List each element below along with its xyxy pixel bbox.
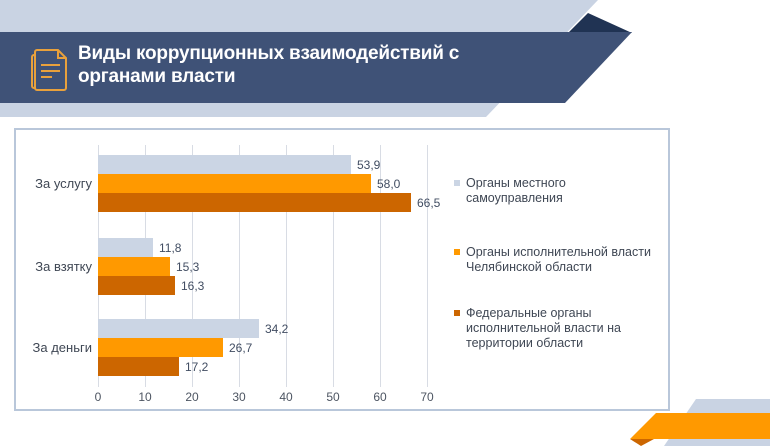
x-axis-tick-label: 40 xyxy=(279,390,293,404)
bar-series-2-cat-2 xyxy=(98,357,179,376)
header-banner xyxy=(0,32,632,103)
bar-series-2-cat-0 xyxy=(98,193,411,212)
x-axis-tick-label: 10 xyxy=(138,390,152,404)
footer-ribbon-graphic xyxy=(630,399,770,446)
data-label: 11,8 xyxy=(159,241,182,255)
bar-series-2-cat-1 xyxy=(98,276,175,295)
data-label: 34,2 xyxy=(265,322,289,336)
x-axis-tick-label: 60 xyxy=(373,390,387,404)
legend-item: Федеральные органы исполнительной власти… xyxy=(454,306,621,351)
header-ribbon-fold xyxy=(568,13,632,33)
legend-label: Федеральные органы исполнительной власти… xyxy=(466,306,621,350)
data-label: 53,9 xyxy=(357,158,381,172)
bar-series-1-cat-0 xyxy=(98,174,371,193)
legend-item: Органы исполнительной власти Челябинской… xyxy=(454,245,651,275)
category-label: За деньги xyxy=(32,339,92,355)
bar-series-1-cat-2 xyxy=(98,338,223,357)
data-label: 58,0 xyxy=(377,177,401,191)
gridline xyxy=(192,145,193,387)
x-axis-tick-label: 50 xyxy=(326,390,340,404)
legend-swatch-icon xyxy=(454,249,460,255)
document-icon xyxy=(31,49,67,91)
legend-label: Органы исполнительной власти Челябинской… xyxy=(466,245,651,274)
gridline xyxy=(286,145,287,387)
data-label: 15,3 xyxy=(176,260,200,274)
x-axis-tick-label: 0 xyxy=(94,390,102,404)
data-label: 16,3 xyxy=(181,279,205,293)
data-label: 66,5 xyxy=(417,196,441,210)
gridline xyxy=(333,145,334,387)
data-label: 26,7 xyxy=(229,341,253,355)
legend-label: Органы местного самоуправления xyxy=(466,176,566,205)
category-label: За взятку xyxy=(35,258,92,274)
legend-item: Органы местного самоуправления xyxy=(454,176,566,206)
gridline xyxy=(380,145,381,387)
bar-series-1-cat-1 xyxy=(98,257,170,276)
bar-series-0-cat-1 xyxy=(98,238,153,257)
data-label: 17,2 xyxy=(185,360,209,374)
x-axis-tick-label: 30 xyxy=(232,390,246,404)
bar-chart: 0 10 20 30 40 50 60 70 За услугу За взятку За день… xyxy=(14,128,670,411)
legend-swatch-icon xyxy=(454,180,460,186)
page-title: Виды коррупционных взаимодействий с орга… xyxy=(78,43,460,87)
bar-series-0-cat-0 xyxy=(98,155,351,174)
gridline xyxy=(427,145,428,387)
chart-legend: Органы местного самоуправления Органы исп… xyxy=(454,130,666,409)
legend-swatch-icon xyxy=(454,310,460,316)
header-ribbon-graphic xyxy=(0,0,632,117)
category-label: За услугу xyxy=(35,175,92,191)
gridline xyxy=(239,145,240,387)
bar-series-0-cat-2 xyxy=(98,319,259,338)
footer-orange-band xyxy=(630,413,770,439)
x-axis-tick-label: 70 xyxy=(420,390,434,404)
x-axis-tick-label: 20 xyxy=(185,390,199,404)
footer-orange-fold xyxy=(630,439,654,446)
